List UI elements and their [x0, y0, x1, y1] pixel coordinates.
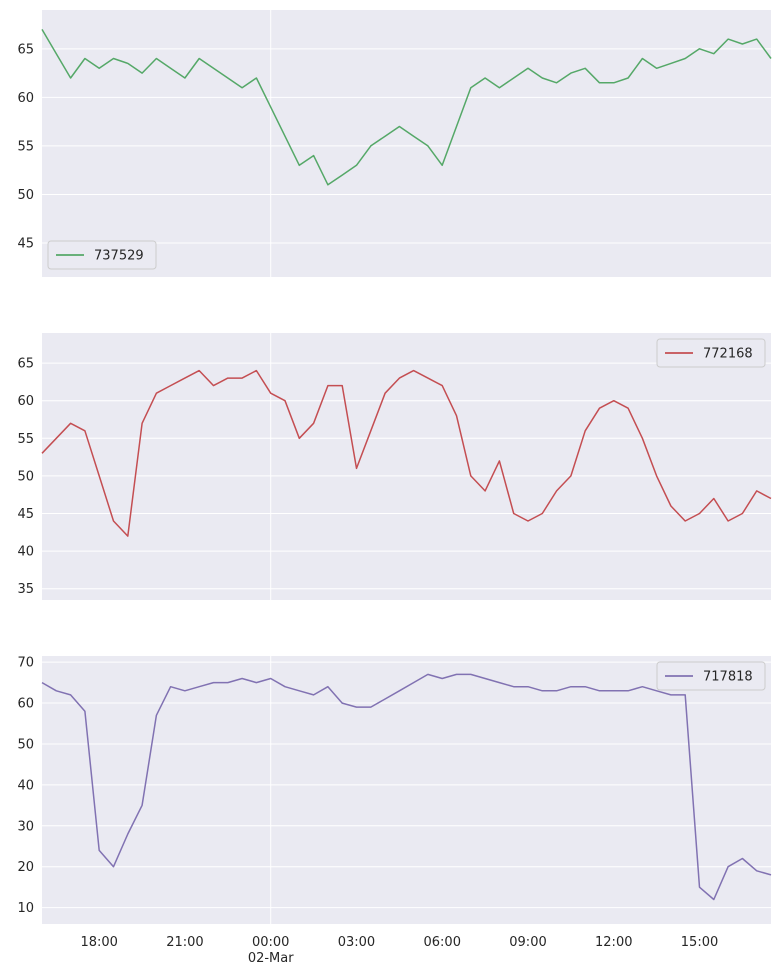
- legend-box: [656, 338, 766, 368]
- legend: 772168: [656, 338, 766, 368]
- chart-panel-1: 45 50 55 60 65 737529: [17, 10, 772, 277]
- plot-area-background: [42, 333, 771, 600]
- plot-area-background: [42, 10, 771, 277]
- x-tick-label: 00:00: [252, 935, 289, 950]
- y-tick-label: 55: [17, 139, 34, 154]
- series-line-717818: [41, 673, 772, 901]
- y-tick-label: 45: [17, 237, 34, 252]
- y-tick-label: 10: [17, 901, 34, 916]
- y-tick-label: 20: [17, 860, 34, 875]
- y-tick-label: 50: [17, 188, 34, 203]
- y-tick-label: 60: [17, 91, 34, 106]
- chart-panel-3: 10 20 30 40 50 60 70 717818 18:00 21:00 00:0002-Ma…: [17, 656, 772, 966]
- y-tick-label: 45: [17, 507, 34, 522]
- legend: 737529: [47, 240, 157, 270]
- x-tick-label: 15:00: [681, 935, 718, 950]
- y-tick-label: 35: [17, 582, 34, 597]
- y-tick-label: 30: [17, 819, 34, 834]
- x-tick-date-label: 02-Mar: [248, 951, 294, 966]
- legend-box: [47, 240, 157, 270]
- y-tick-label: 50: [17, 737, 34, 752]
- legend-label: 737529: [94, 249, 144, 264]
- y-tick-label: 55: [17, 432, 34, 447]
- y-tick-label: 65: [17, 42, 34, 57]
- legend: 717818: [656, 661, 766, 691]
- x-tick-label: 18:00: [80, 935, 117, 950]
- y-tick-label: 40: [17, 545, 34, 560]
- y-tick-label: 60: [17, 394, 34, 409]
- x-tick-label: 06:00: [424, 935, 461, 950]
- legend-label: 772168: [703, 347, 753, 362]
- y-tick-label: 60: [17, 697, 34, 712]
- x-tick-label: 12:00: [595, 935, 632, 950]
- y-tick-label: 50: [17, 469, 34, 484]
- x-tick-label: 09:00: [509, 935, 546, 950]
- chart-panel-2: 35 40 45 50 55 60 65 772168: [17, 333, 772, 600]
- series-line-737529: [41, 29, 772, 186]
- y-tick-label: 40: [17, 778, 34, 793]
- plot-area-background: [42, 656, 771, 924]
- series-line-772168: [41, 369, 772, 537]
- y-tick-label: 65: [17, 357, 34, 372]
- legend-box: [656, 661, 766, 691]
- legend-label: 717818: [703, 670, 753, 685]
- y-tick-label: 70: [17, 656, 34, 671]
- x-tick-label: 03:00: [338, 935, 375, 950]
- x-tick-label: 21:00: [166, 935, 203, 950]
